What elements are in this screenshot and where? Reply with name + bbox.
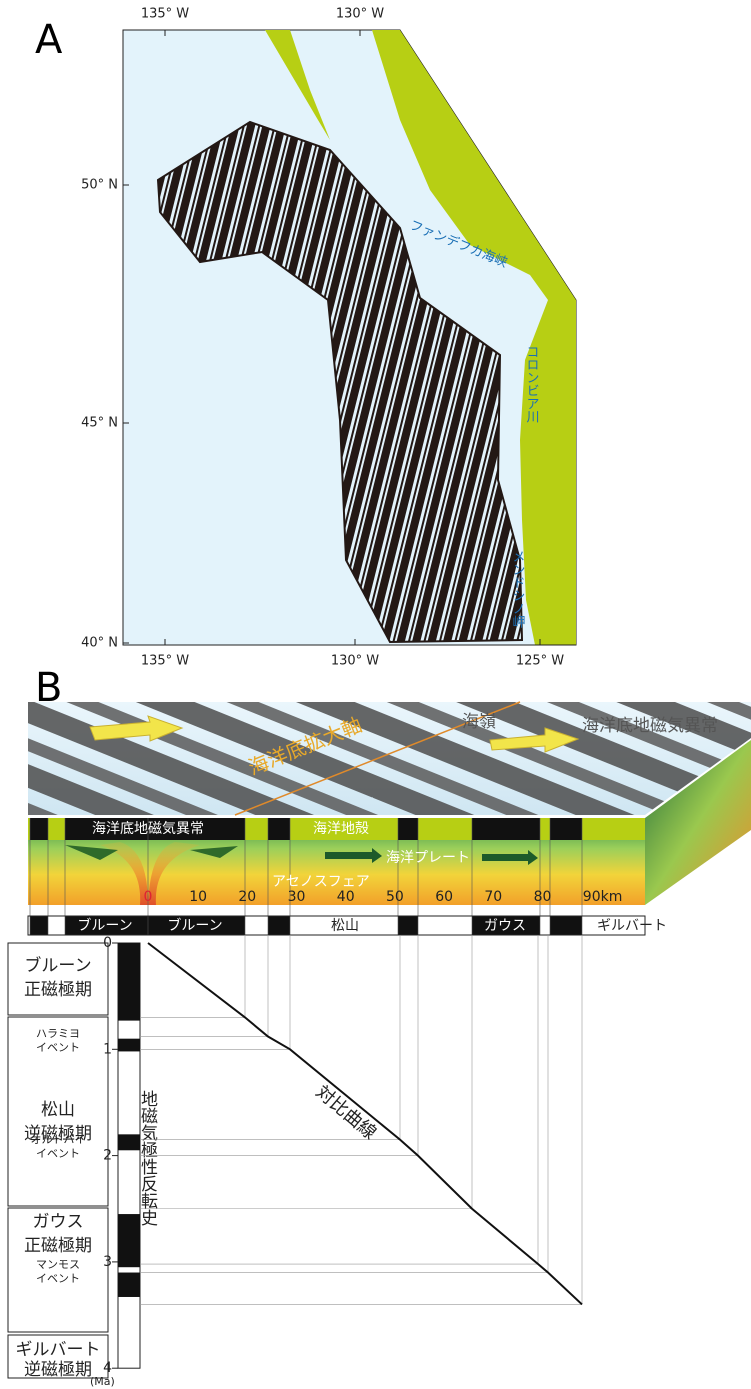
distance-tick: 20 — [238, 889, 256, 905]
section-label: 海洋プレート — [386, 850, 470, 866]
event-kind: イベント — [36, 1272, 80, 1285]
polarity-block — [472, 818, 540, 840]
chron-block — [268, 916, 290, 935]
chron-block — [30, 916, 48, 935]
period-kind: 正磁極期 — [24, 980, 92, 1000]
chron-block — [398, 916, 418, 935]
event-name: マンモス — [36, 1258, 80, 1271]
time-unit: (Ma) — [90, 1375, 115, 1388]
section-label: 海洋底地磁気異常 — [92, 821, 204, 837]
figure: A B 135° W130° W50° N45° N40° N135° W130… — [0, 0, 751, 1389]
lon-label: 135° W — [141, 7, 189, 22]
map — [123, 30, 576, 645]
distance-tick: 90km — [583, 889, 623, 905]
chron-label: ブルーン — [167, 917, 222, 934]
distance-tick: 0 — [144, 889, 153, 905]
page: A B 135° W130° W50° N45° N40° N135° W130… — [0, 0, 751, 1389]
section-label: 海洋地殻 — [313, 821, 369, 837]
place-label: メンドシノ岬 — [510, 550, 526, 628]
event-kind: イベント — [36, 1147, 80, 1160]
surface-label: 海洋底地磁気異常 — [582, 716, 718, 736]
place-label: コロンビア川 — [524, 345, 540, 423]
event-name: ハラミヨ — [36, 1027, 80, 1040]
polarity-block — [30, 818, 48, 840]
distance-tick: 80 — [534, 889, 552, 905]
polarity-interval — [118, 943, 140, 1021]
lat-label: 50° N — [81, 178, 118, 193]
period-name: ブルーン — [24, 955, 91, 976]
lon-label: 130° W — [331, 654, 379, 669]
polarity-block — [550, 818, 582, 840]
lon-label: 125° W — [516, 654, 564, 669]
polarity-interval — [118, 1273, 140, 1297]
polarity-interval — [118, 1039, 140, 1052]
distance-tick: 10 — [189, 889, 207, 905]
panel-label: A — [35, 17, 63, 63]
lon-label: 135° W — [141, 654, 189, 669]
table-cell — [8, 943, 108, 1015]
period-kind: 逆磁極期 — [24, 1360, 92, 1380]
curve-label: 対比曲線 — [312, 1082, 381, 1144]
history-label: 地磁気極性反転史 — [137, 1090, 158, 1227]
period-name: 松山 — [41, 1100, 75, 1120]
period-kind: 正磁極期 — [24, 1236, 92, 1256]
event-kind: イベント — [36, 1041, 80, 1054]
distance-tick: 40 — [337, 889, 355, 905]
period-name: ガウス — [33, 1212, 84, 1232]
chron-label: 松山 — [331, 918, 359, 934]
chron-label: ブルーン — [77, 917, 132, 934]
event-name: オルドバイ — [31, 1133, 86, 1146]
distance-tick: 70 — [484, 889, 502, 905]
distance-tick: 30 — [288, 889, 306, 905]
distance-tick: 60 — [435, 889, 453, 905]
section-label: アセノスフェア — [272, 874, 370, 890]
lon-label: 130° W — [336, 7, 384, 22]
period-name: ギルバート — [16, 1340, 101, 1360]
lat-label: 40° N — [81, 636, 118, 651]
chron-label: ギルバート — [597, 918, 667, 934]
chron-label: ガウス — [484, 918, 526, 934]
polarity-block — [398, 818, 418, 840]
lat-label: 45° N — [81, 416, 118, 431]
surface-label: 海嶺 — [462, 712, 496, 732]
polarity-block — [268, 818, 290, 840]
chron-block — [550, 916, 582, 935]
distance-tick: 50 — [386, 889, 404, 905]
